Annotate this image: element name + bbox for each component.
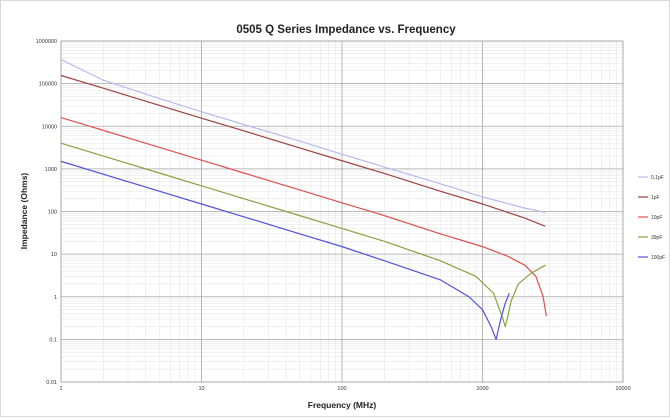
series-line <box>60 58 546 214</box>
y-axis-label: Impedance (Ohms) <box>19 173 29 250</box>
y-tick-label: 0.01 <box>46 380 57 386</box>
y-tick-label: 1000000 <box>36 39 57 45</box>
legend: 0.1pF 1pF 10pF 39pF 100pF <box>638 175 665 261</box>
series-line <box>60 74 546 227</box>
series-group <box>60 58 548 340</box>
legend-label: 39pF <box>651 235 662 241</box>
x-tick-label: 1000 <box>476 386 488 392</box>
grid <box>60 40 624 383</box>
x-axis-label: Frequency (MHz) <box>308 400 377 410</box>
y-tick-label: 1 <box>54 295 57 301</box>
y-tick-label: 100 <box>48 210 57 216</box>
x-tick-label: 1 <box>59 386 62 392</box>
y-tick-label: 10 <box>51 252 57 258</box>
y-tick-label: 1000 <box>45 167 57 173</box>
y-tick-label: 0.1 <box>49 337 57 343</box>
chart-title: 0505 Q Series Impedance vs. Frequency <box>236 24 456 36</box>
x-tick-label: 10 <box>198 386 204 392</box>
x-tick-label: 100 <box>337 386 346 392</box>
tick-labels: 1 10 100 1000 10000 0.01 0.1 1 10 100 1000 10000 100… <box>36 39 631 392</box>
legend-label: 100pF <box>651 255 665 261</box>
series-line <box>60 160 510 340</box>
y-tick-label: 100000 <box>39 82 57 88</box>
series-line <box>60 142 546 328</box>
legend-label: 1pF <box>651 195 660 201</box>
x-tick-label: 10000 <box>615 386 630 392</box>
y-tick-label: 10000 <box>42 124 57 130</box>
legend-label: 0.1pF <box>651 175 664 181</box>
legend-label: 10pF <box>651 215 662 221</box>
